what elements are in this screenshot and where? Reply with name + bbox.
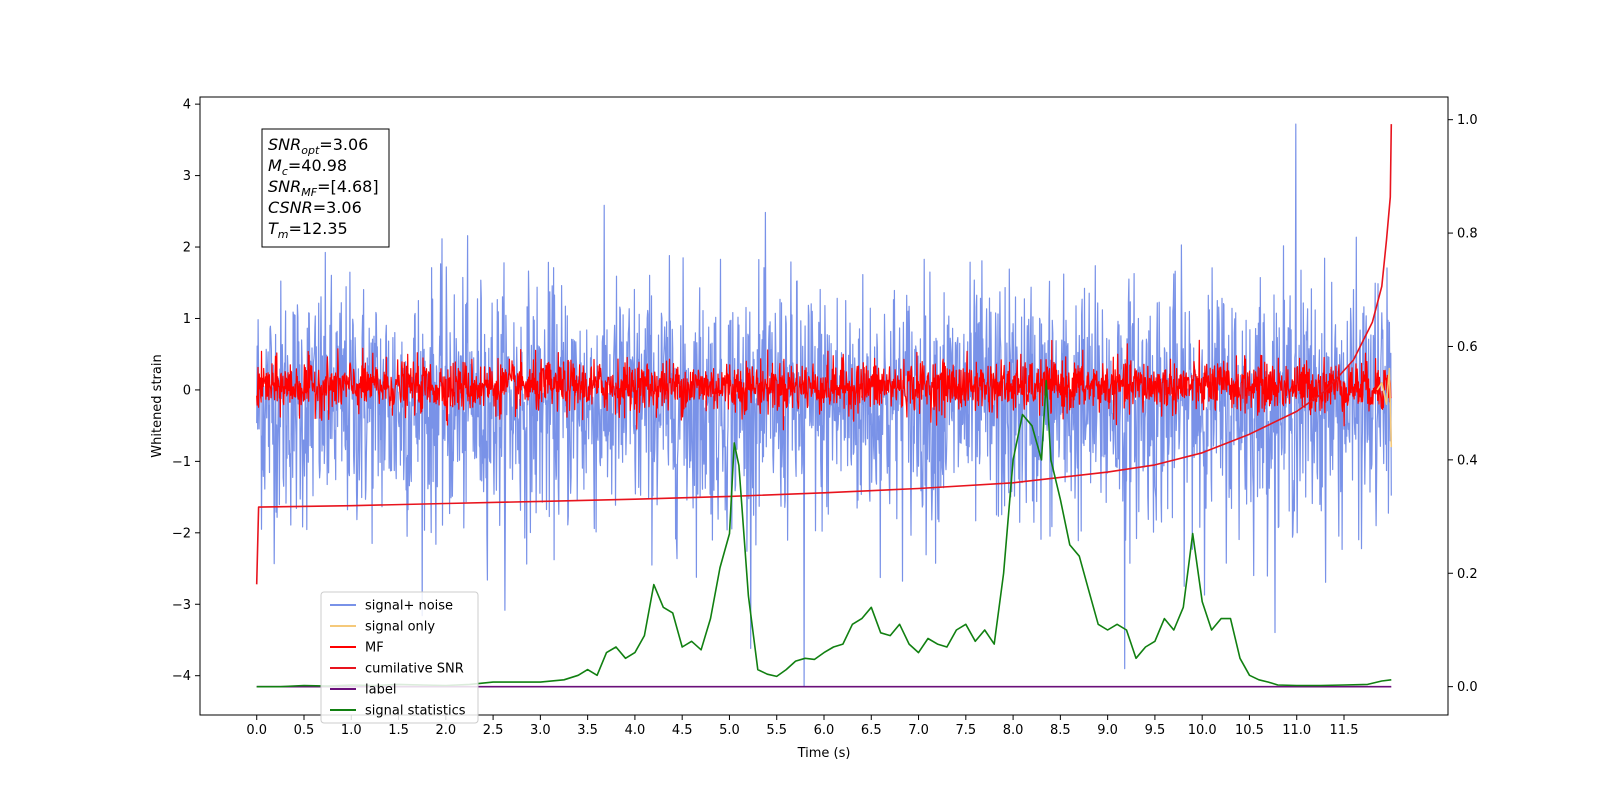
- x-tick-label: 1.5: [388, 723, 409, 738]
- y-tick-label: −2: [172, 526, 191, 541]
- mf-line: [256, 339, 1392, 431]
- x-tick-label: 2.0: [435, 723, 456, 738]
- x-tick-label: 11.5: [1330, 723, 1359, 738]
- annotation-line: Tm=12.35: [268, 219, 348, 241]
- legend-label: cumilative SNR: [365, 662, 464, 677]
- signal-only-line: [1376, 367, 1393, 448]
- y-tick-label: 4: [183, 98, 191, 113]
- x-tick-label: 2.5: [483, 723, 504, 738]
- x-tick-label: 9.0: [1097, 723, 1118, 738]
- signal-statistics-line: [256, 379, 1392, 688]
- legend-label: signal+ noise: [365, 599, 453, 614]
- y2-tick-label: 1.0: [1457, 113, 1478, 128]
- y-axis-title: Whitened strain: [150, 354, 165, 457]
- x-tick-label: 11.0: [1282, 723, 1311, 738]
- annotation-line: CSNR=3.06: [268, 198, 362, 217]
- cumulative-snr-line: [255, 124, 1393, 585]
- x-tick-label: 7.5: [955, 723, 976, 738]
- x-tick-label: 6.5: [861, 723, 882, 738]
- legend-label: signal only: [365, 620, 435, 635]
- x-tick-label: 9.5: [1145, 723, 1166, 738]
- x-axis-title: Time (s): [797, 746, 851, 761]
- x-tick-label: 6.0: [814, 723, 835, 738]
- x-tick-label: 5.0: [719, 723, 740, 738]
- y2-tick-label: 0.8: [1457, 227, 1478, 242]
- x-tick-label: 10.0: [1188, 723, 1217, 738]
- annotation-frame: [261, 128, 390, 248]
- legend-frame: [320, 591, 479, 724]
- legend: signal+ noise signal only MF cumilative SNR…: [320, 591, 479, 724]
- x-tick-label: 1.0: [341, 723, 362, 738]
- y2-tick-label: 0.6: [1457, 340, 1478, 355]
- y2-tick-label: 0.2: [1457, 567, 1478, 582]
- legend-label: signal statistics: [365, 704, 466, 719]
- y2-tick-label: 0.4: [1457, 453, 1478, 468]
- x-tick-label: 10.5: [1235, 723, 1264, 738]
- y-tick-label: −3: [172, 598, 191, 613]
- y-axis-right: 1.0 0.8 0.6 0.4 0.2 0.0: [1448, 113, 1478, 695]
- x-tick-label: 3.0: [530, 723, 551, 738]
- y-tick-label: −4: [172, 669, 191, 684]
- x-tick-label: 0.5: [294, 723, 315, 738]
- x-axis: 0.0 0.5 1.0 1.5 2.0 2.5 3.0 3.5 4.0 4.5 5.0 5.5 6.0 6…: [246, 715, 1358, 738]
- x-tick-label: 8.0: [1003, 723, 1024, 738]
- legend-label: label: [365, 683, 396, 698]
- y2-tick-label: 0.0: [1457, 680, 1478, 695]
- annotation-line: SNRopt=3.06: [268, 135, 368, 157]
- y-tick-label: −1: [172, 455, 191, 470]
- y-axis-left: 4 3 2 1 0 −1 −2 −3 −4: [172, 98, 200, 684]
- legend-label: MF: [365, 641, 384, 656]
- series-layer: [255, 123, 1393, 688]
- x-tick-label: 5.5: [766, 723, 787, 738]
- stats-annotation-box: SNRopt=3.06Mc=40.98SNRMF=[4.68]CSNR=3.06…: [261, 128, 390, 248]
- x-tick-label: 7.0: [908, 723, 929, 738]
- x-tick-label: 8.5: [1050, 723, 1071, 738]
- x-tick-label: 4.5: [672, 723, 693, 738]
- x-tick-label: 4.0: [625, 723, 646, 738]
- annotation-line: SNRMF=[4.68]: [268, 177, 379, 199]
- y-tick-label: 1: [183, 312, 191, 327]
- x-tick-label: 3.5: [577, 723, 598, 738]
- annotation-line: Mc=40.98: [268, 156, 347, 178]
- y-tick-label: 2: [183, 241, 191, 256]
- x-tick-label: 0.0: [246, 723, 267, 738]
- y-tick-label: 0: [183, 383, 191, 398]
- y-tick-label: 3: [183, 169, 191, 184]
